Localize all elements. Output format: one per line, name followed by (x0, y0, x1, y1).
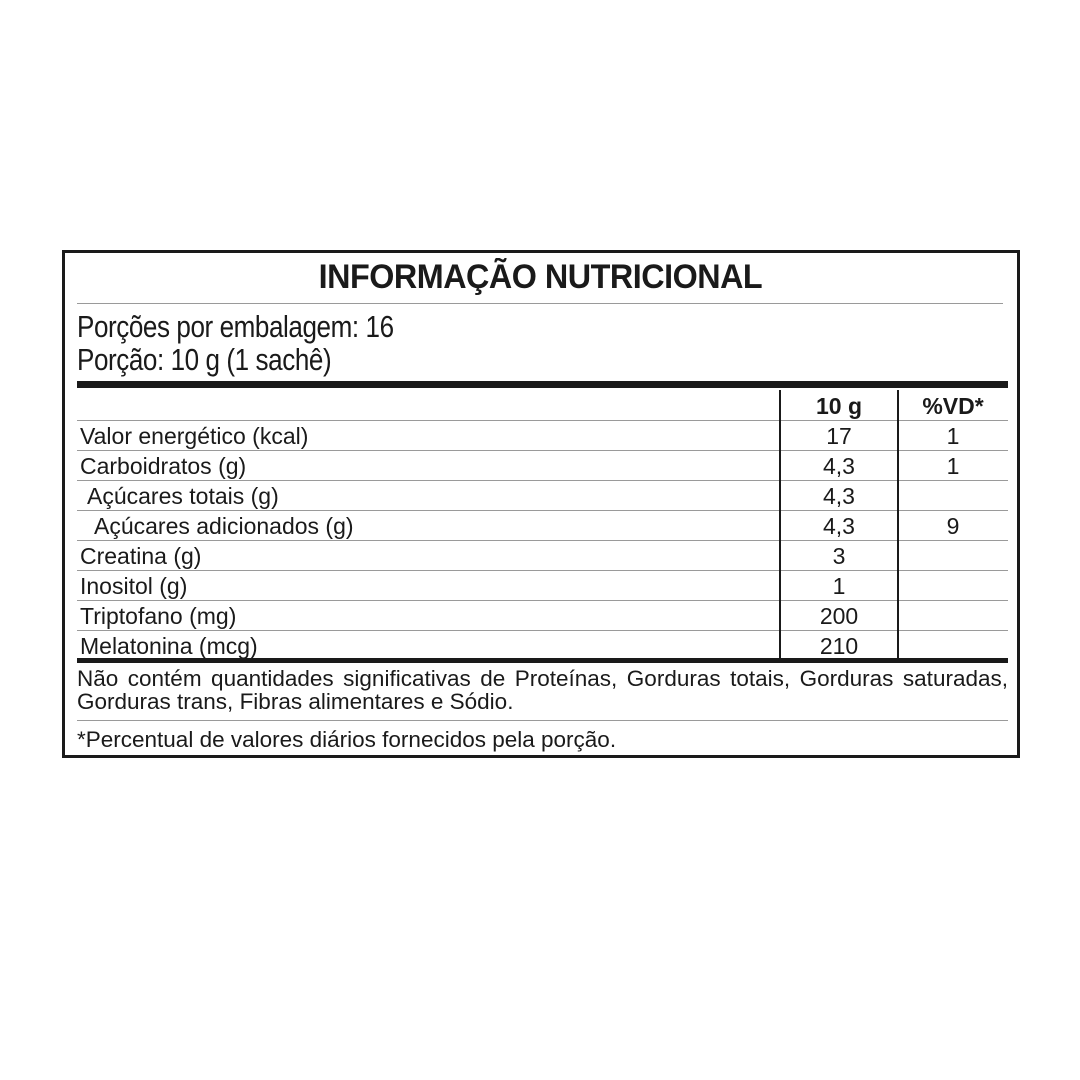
table-row: Açúcares totais (g) 4,3 (77, 480, 1008, 511)
nutrient-dv (898, 570, 1008, 600)
nutrient-dv: 9 (946, 513, 960, 539)
nutrient-amount: 200 (819, 603, 859, 629)
nutrient-name: Inositol (g) (80, 573, 188, 599)
label-title: INFORMAÇÃO NUTRICIONAL (0, 258, 1080, 297)
footnote: *Percentual de valores diários fornecido… (77, 727, 617, 752)
table-row: Inositol (g) 1 (77, 570, 1008, 601)
table-row: Carboidratos (g) 4,3 1 (77, 450, 1008, 481)
nutrient-dv (898, 630, 1008, 660)
nutrient-dv (898, 480, 1008, 510)
divider (77, 720, 1008, 721)
nutrient-name: Carboidratos (g) (80, 453, 247, 479)
table-row: Melatonina (mcg) 210 (77, 630, 1008, 661)
nutrient-dv (898, 600, 1008, 630)
nutrient-name: Açúcares adicionados (g) (94, 513, 354, 539)
table-row: Valor energético (kcal) 17 1 (77, 420, 1008, 451)
nutrient-name: Creatina (g) (80, 543, 202, 569)
serving-size: Porção: 10 g (1 sachê) (77, 342, 332, 377)
nutrient-amount: 3 (832, 543, 846, 569)
thick-divider (77, 381, 1008, 388)
nutrient-name: Triptofano (mg) (80, 603, 237, 629)
servings-per-package: Porções por embalagem: 16 (77, 309, 394, 344)
nutrient-amount: 17 (826, 423, 852, 449)
nutrient-amount: 4,3 (823, 483, 855, 509)
table-row: Açúcares adicionados (g) 4,3 9 (77, 510, 1008, 541)
column-header-dv: %VD* (922, 393, 984, 419)
table-row: Triptofano (mg) 200 (77, 600, 1008, 631)
table-header-row: 10 g %VD* (77, 390, 1008, 421)
nutrient-name: Açúcares totais (g) (87, 483, 279, 509)
not-significant-note: Não contém quantidades significativas de… (77, 666, 1008, 714)
nutrient-name: Melatonina (mcg) (80, 633, 258, 659)
column-divider (779, 390, 781, 660)
nutrient-amount: 4,3 (823, 513, 855, 539)
nutrient-name: Valor energético (kcal) (80, 423, 309, 449)
nutrient-amount: 1 (832, 573, 846, 599)
nutrient-dv (898, 540, 1008, 570)
label-border (62, 250, 1020, 758)
table-row: Creatina (g) 3 (77, 540, 1008, 571)
nutrient-amount: 210 (819, 633, 859, 659)
label-title-text: INFORMAÇÃO NUTRICIONAL (318, 258, 762, 296)
thick-divider (77, 658, 1008, 663)
column-header-amount: 10 g (815, 393, 863, 419)
column-divider (897, 390, 899, 660)
nutrient-amount: 4,3 (823, 453, 855, 479)
divider (77, 303, 1003, 304)
nutrient-dv: 1 (946, 423, 960, 449)
nutrient-dv: 1 (946, 453, 960, 479)
